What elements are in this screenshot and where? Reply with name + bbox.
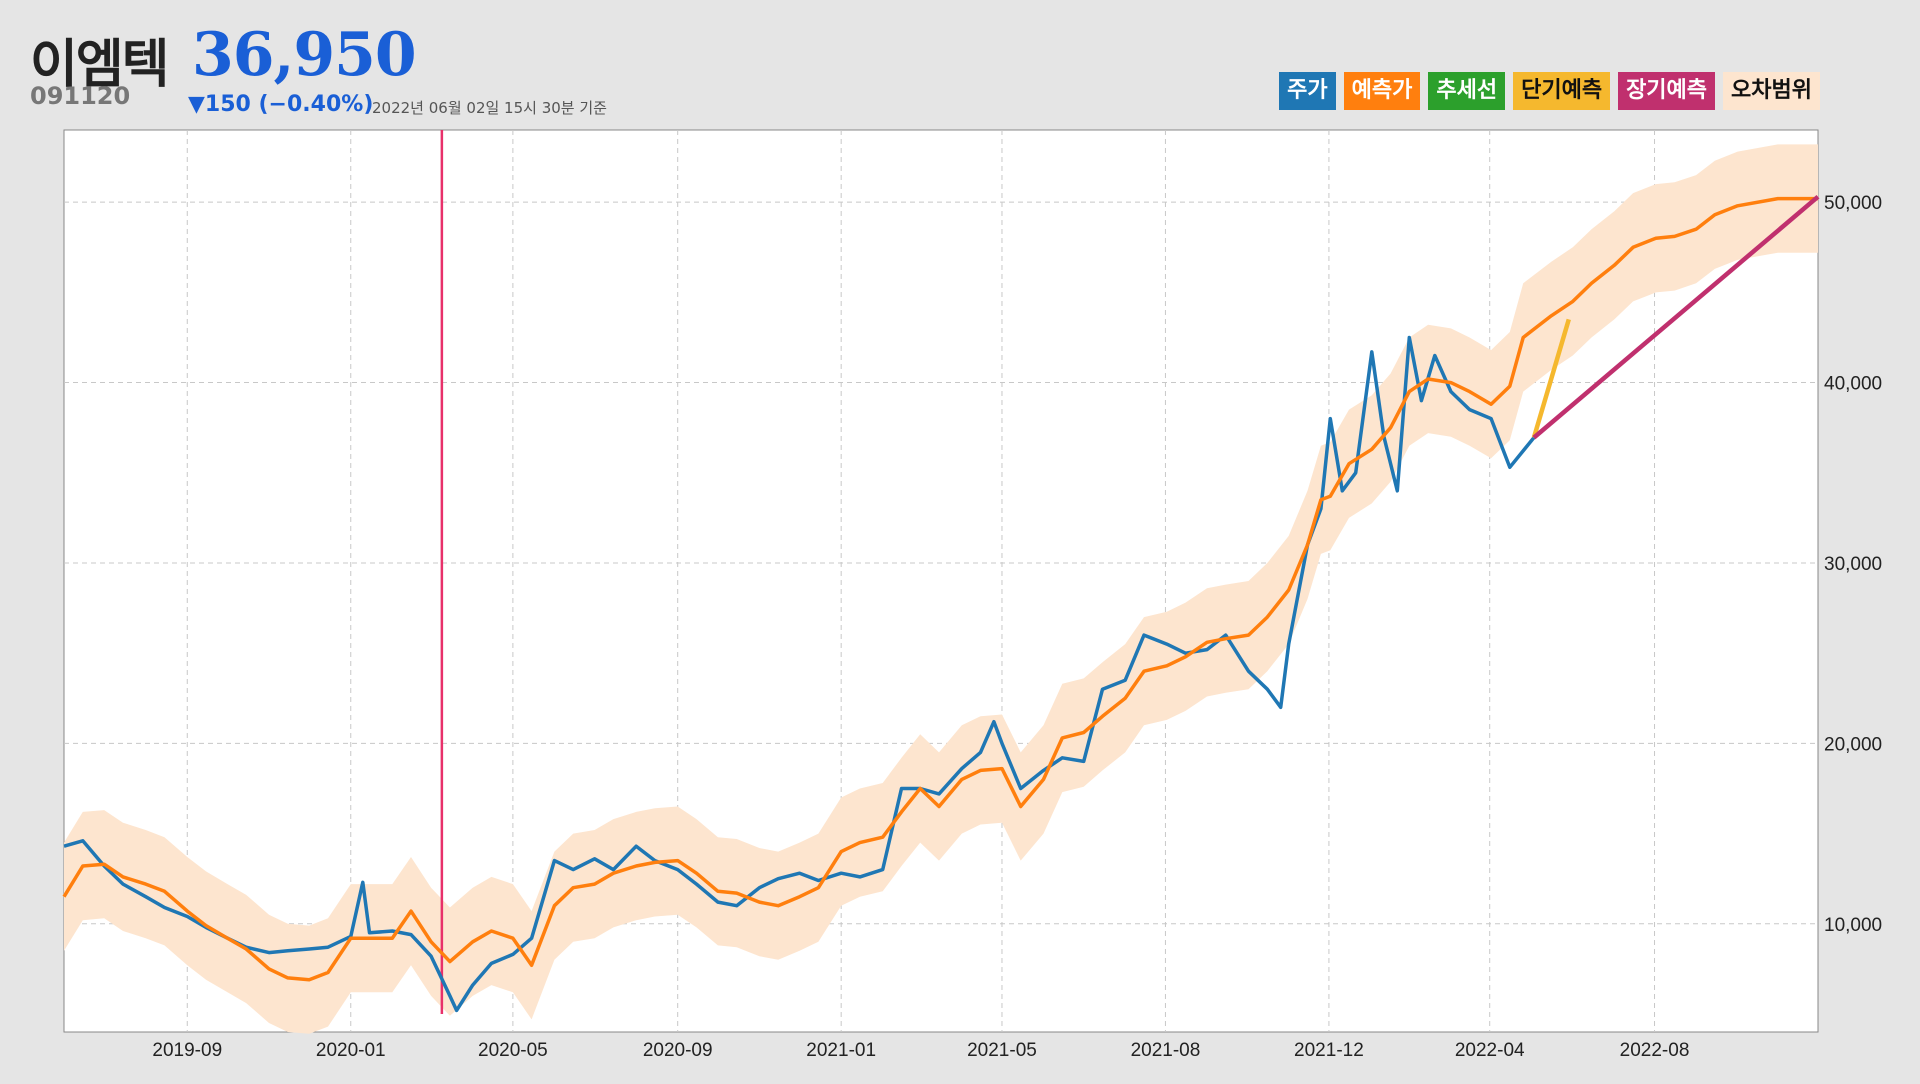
legend-forecast: 예측가 [1343, 72, 1421, 110]
y-tick-label: 30,000 [1824, 554, 1882, 575]
legend-price: 주가 [1279, 72, 1336, 110]
as-of-time: 2022년 06월 02일 15시 30분 기준 [372, 99, 607, 117]
x-tick-label: 2020-01 [316, 1040, 386, 1061]
series-line-short-term [1531, 318, 1571, 439]
x-tick-label: 2022-08 [1620, 1040, 1690, 1061]
series-line-price [63, 335, 1536, 1013]
stock-code: 091120 [30, 82, 131, 110]
stock-name: 이엠텍 [30, 35, 170, 95]
series-line-long-term [1532, 194, 1820, 440]
y-tick-label: 20,000 [1824, 734, 1882, 755]
x-tick-label: 2021-05 [967, 1040, 1037, 1061]
x-tick-label: 2020-05 [478, 1040, 548, 1061]
legend-trend: 추세선 [1428, 72, 1506, 110]
x-tick-label: 2021-08 [1131, 1040, 1201, 1061]
series-line-forecast [62, 196, 1818, 982]
legend-short-term: 단기예측 [1513, 72, 1611, 110]
stock-price: 36,950 [192, 20, 417, 90]
legend: 주가 예측가 추세선 단기예측 장기예측 오차범위 [1279, 72, 1820, 110]
x-tick-label: 2020-09 [643, 1040, 713, 1061]
x-tick-label: 2021-12 [1294, 1040, 1364, 1061]
y-tick-label: 40,000 [1824, 374, 1882, 395]
legend-error-range: 오차범위 [1723, 72, 1820, 110]
price-change: ▼150 (−0.40%) [188, 92, 374, 117]
y-tick-label: 10,000 [1824, 915, 1882, 936]
x-tick-label: 2022-04 [1455, 1040, 1525, 1061]
plot-area [63, 129, 1819, 1033]
x-tick-label: 2019-09 [152, 1040, 222, 1061]
y-tick-label: 50,000 [1824, 193, 1882, 214]
x-tick-label: 2021-01 [806, 1040, 876, 1061]
legend-long-term: 장기예측 [1618, 72, 1716, 110]
